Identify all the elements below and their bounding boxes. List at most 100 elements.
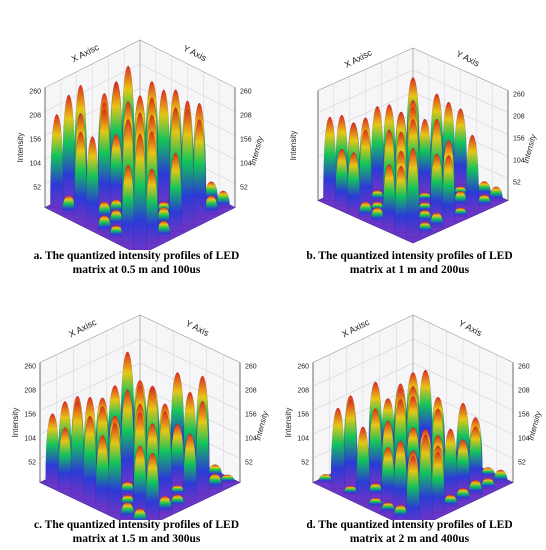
intensity-peak (380, 502, 396, 513)
surface-plot-c: 260 208 156 104 52 260 208 156 104 52 X Axisc Y Axi… (11, 314, 270, 520)
z-tick-label-right: 156 (240, 137, 252, 144)
intensity-peak (406, 147, 420, 238)
caption-c-line2: matrix at 1.5 m and 300us (72, 533, 201, 545)
intensity-peak (465, 134, 480, 212)
z-tick-label-left: 260 (297, 364, 309, 371)
z-tick-label-right: 208 (240, 113, 252, 120)
z-tick-label-right: 104 (240, 161, 252, 168)
panel-c: 260 208 156 104 52 260 208 156 104 52 X Axisc Y Axi… (0, 275, 273, 550)
caption-a-line1: a. The quantized intensity profiles of L… (33, 250, 240, 262)
intensity-peak (455, 487, 471, 501)
caption-c: c. The quantized intensity profiles of L… (0, 518, 273, 546)
caption-d: d. The quantized intensity profiles of L… (273, 518, 546, 546)
x-axis-title: X Axisc (67, 317, 98, 340)
intensity-peak (493, 469, 508, 483)
intensity-peak (157, 89, 171, 202)
panel-b: 260 208 156 104 52 X Axisc Y Axis Intensity Inte… (273, 0, 546, 277)
z-tick-label-left: 260 (29, 89, 41, 96)
intensity-peak (443, 428, 458, 495)
y-axis-title: Y Axis (457, 318, 484, 338)
intensity-peak (97, 215, 112, 232)
intensity-peak (323, 116, 337, 201)
caption-d-line1: d. The quantized intensity profiles of L… (306, 519, 513, 531)
intensity-peak (430, 212, 444, 228)
panel-d: 260 208 156 104 52 260 208 156 104 52 X Axisc Y Axi… (273, 275, 546, 550)
z-tick-label-right: 52 (513, 180, 521, 187)
intensity-peak (192, 119, 207, 220)
z-tick-label-left: 104 (24, 436, 36, 443)
intensity-peak (168, 152, 183, 232)
intensity-peak (430, 451, 446, 513)
intensity-peak (107, 422, 123, 513)
caption-b-line2: matrix at 1 m and 200us (349, 264, 470, 276)
y-axis-title: Y Axis (182, 43, 209, 63)
z-axis-title-left: Intensity (11, 408, 20, 438)
intensity-peak (145, 168, 159, 244)
intensity-peak (170, 494, 185, 507)
z-tick-label-right: 52 (245, 460, 253, 467)
intensity-peak (405, 456, 421, 520)
z-tick-label-left: 52 (33, 185, 41, 192)
z-tick-label-right: 104 (245, 436, 257, 443)
intensity-peak (120, 502, 135, 519)
z-axis-title-left: Intensity (16, 133, 25, 163)
z-tick-label-right: 260 (240, 89, 252, 96)
intensity-peak (418, 369, 433, 448)
z-tick-label-right: 156 (245, 412, 257, 419)
z-tick-label-right: 260 (245, 364, 257, 371)
y-axis-title: Y Axis (184, 318, 211, 338)
intensity-peak (355, 426, 371, 501)
z-tick-label-left: 208 (24, 388, 36, 395)
intensity-peak (455, 439, 471, 489)
z-tick-label-left: 208 (297, 388, 309, 395)
intensity-peak (216, 190, 230, 208)
intensity-peak (468, 426, 483, 483)
z-tick-label-left: 156 (24, 412, 36, 419)
intensity-peak (418, 434, 433, 519)
intensity-peak (358, 201, 373, 217)
intensity-peak (346, 152, 361, 212)
intensity-peak (468, 479, 483, 495)
x-axis-title: X Axisc (70, 42, 101, 65)
z-tick-label-right: 260 (513, 92, 525, 99)
intensity-peak (330, 407, 346, 489)
z-tick-label-left: 52 (301, 460, 309, 467)
intensity-peak (62, 94, 76, 202)
caption-b: b. The quantized intensity profiles of L… (273, 249, 546, 277)
y-axis-title: Y Axis (455, 48, 482, 68)
intensity-peak (453, 108, 468, 185)
intensity-peak (170, 423, 185, 483)
surface-plot-a: 260 208 156 104 52 260 208 156 104 52 X Axisc Y Axi… (16, 39, 265, 250)
z-tick-label-right: 260 (518, 364, 530, 371)
intensity-peak (133, 508, 147, 520)
intensity-peak (157, 410, 173, 501)
intensity-peak (441, 155, 456, 222)
z-tick-label-right: 156 (518, 412, 530, 419)
z-tick-label-right: 208 (245, 388, 257, 395)
intensity-peak (85, 136, 100, 226)
caption-a-line2: matrix at 0.5 m and 100us (72, 264, 201, 276)
intensity-peak (343, 399, 358, 483)
intensity-peak (97, 109, 112, 208)
intensity-peak (358, 129, 373, 207)
caption-b-line1: b. The quantized intensity profiles of L… (306, 250, 513, 262)
z-tick-label-right: 104 (513, 158, 525, 165)
intensity-peak (220, 474, 235, 483)
z-tick-label-right: 156 (513, 136, 525, 143)
z-axis-title-left: Intensity (284, 408, 293, 438)
x-axis-title: X Axisc (343, 47, 374, 70)
intensity-peak (195, 400, 210, 495)
caption-a: a. The quantized intensity profiles of L… (0, 249, 273, 277)
panel-a: 260 208 156 104 52 260 208 156 104 52 X Axisc Y Axi… (0, 0, 273, 277)
intensity-peak (480, 478, 496, 489)
z-tick-label-right: 104 (518, 436, 530, 443)
z-axis-title-left: Intensity (289, 131, 298, 161)
intensity-peak (133, 133, 147, 250)
intensity-peak (370, 106, 385, 191)
z-tick-label-left: 260 (24, 364, 36, 371)
z-tick-label-right: 52 (240, 185, 248, 192)
surface-plot-d: 260 208 156 104 52 260 208 156 104 52 X Axisc Y Axi… (284, 314, 543, 520)
caption-d-line2: matrix at 2 m and 400us (349, 533, 470, 545)
caption-c-line1: c. The quantized intensity profiles of L… (34, 519, 239, 531)
